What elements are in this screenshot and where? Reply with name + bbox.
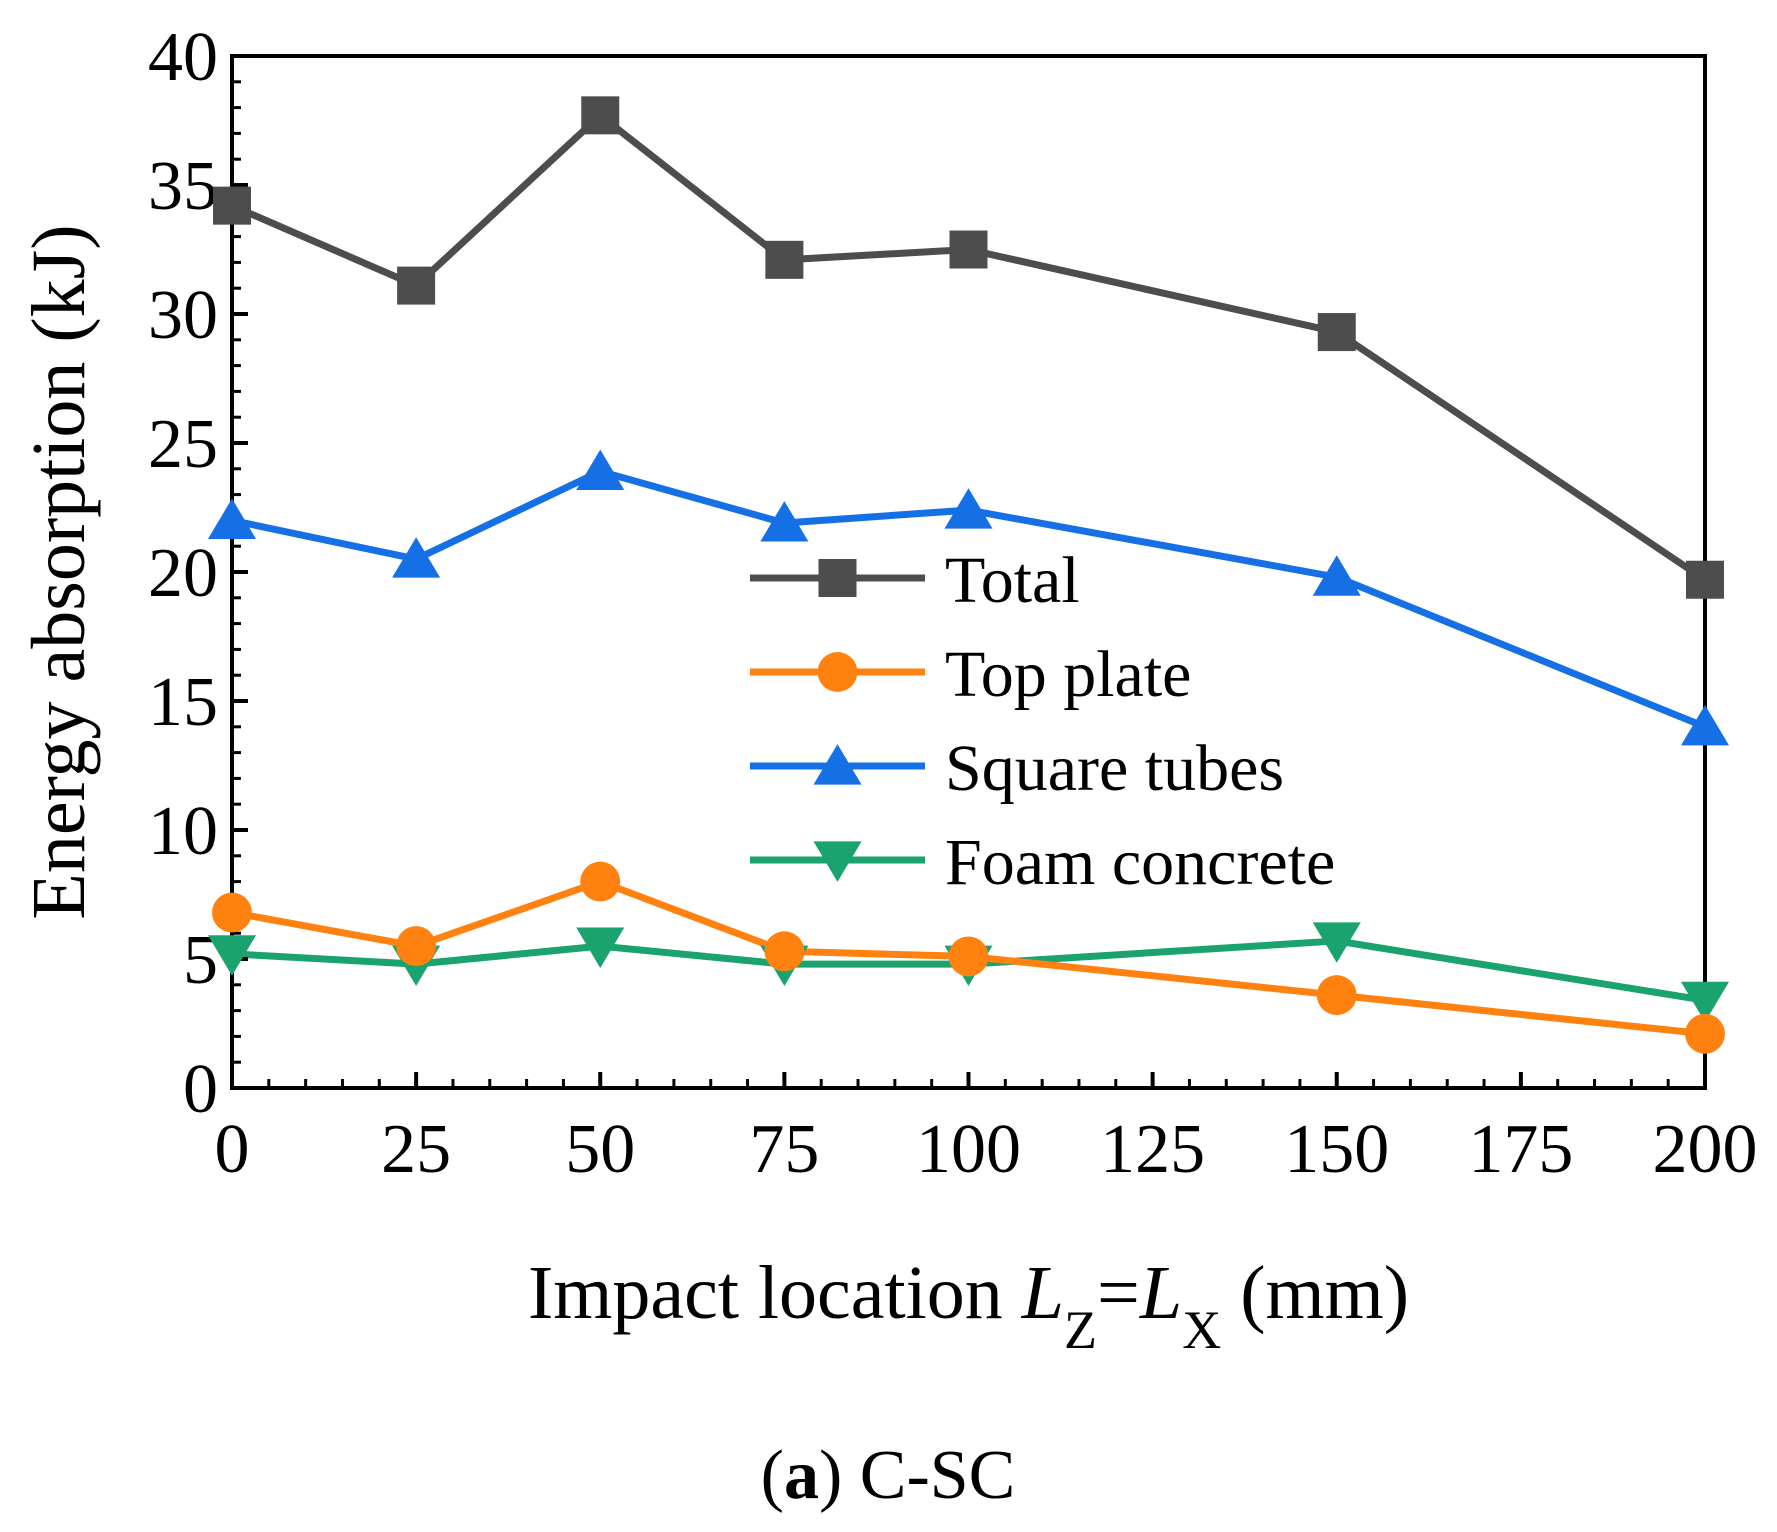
data-point-square-tubes <box>760 501 809 542</box>
legend-label-square-tubes: Square tubes <box>945 732 1284 805</box>
y-tick-label: 30 <box>148 277 218 354</box>
y-tick-label: 10 <box>148 793 218 870</box>
x-tick-label: 125 <box>1100 1111 1205 1188</box>
legend-marker-square-tubes <box>813 744 862 785</box>
x-tick-label: 100 <box>916 1111 1021 1188</box>
x-tick-label: 175 <box>1468 1111 1573 1188</box>
caption-close-paren: ) <box>819 1437 842 1514</box>
data-point-total <box>1317 313 1356 352</box>
data-point-top-plate <box>580 861 621 902</box>
data-point-square-tubes <box>1312 555 1361 596</box>
data-point-foam-concrete <box>1312 922 1361 963</box>
y-tick-label: 25 <box>148 406 218 483</box>
x-axis-title-prefix: Impact location <box>528 1251 1022 1335</box>
data-point-foam-concrete <box>207 935 257 976</box>
data-point-total <box>765 240 804 279</box>
x-axis-title-var2: L <box>1139 1251 1182 1335</box>
legend-label-total: Total <box>945 544 1080 617</box>
x-axis-title-suffix: (mm) <box>1221 1251 1409 1335</box>
x-tick-label: 200 <box>1653 1111 1758 1188</box>
data-point-top-plate <box>1316 975 1357 1016</box>
data-point-square-tubes <box>1680 704 1730 746</box>
data-point-total <box>1686 560 1724 599</box>
legend-label-foam-concrete: Foam concrete <box>945 826 1335 899</box>
data-point-top-plate <box>1685 1013 1725 1054</box>
data-point-total <box>581 96 620 135</box>
data-point-top-plate <box>212 892 252 933</box>
data-point-foam-concrete <box>1680 981 1730 1023</box>
legend: Total Top plate Square tubes Foam concrete <box>750 544 1335 899</box>
data-point-top-plate <box>764 931 805 972</box>
data-point-foam-concrete <box>576 927 625 968</box>
figure-caption: (a) C-SC <box>761 1437 1016 1514</box>
data-point-square-tubes <box>576 449 625 490</box>
x-tick-label: 150 <box>1284 1111 1389 1188</box>
data-point-square-tubes <box>944 488 993 529</box>
x-tick-label: 75 <box>749 1111 819 1188</box>
caption-text: C-SC <box>842 1437 1015 1514</box>
y-axis-title: Energy absorption (kJ) <box>17 224 101 919</box>
caption-letter: a <box>784 1437 819 1514</box>
x-axis-title-var1: L <box>1021 1251 1064 1335</box>
data-point-total <box>213 186 251 225</box>
x-tick-label: 50 <box>565 1111 635 1188</box>
x-axis-title-equals: = <box>1097 1251 1140 1335</box>
data-point-total <box>949 230 988 269</box>
legend-label-top-plate: Top plate <box>945 638 1191 711</box>
x-axis-title: Impact location LZ=LX (mm) <box>528 1251 1409 1360</box>
data-point-top-plate <box>396 926 437 967</box>
data-point-square-tubes <box>207 498 257 539</box>
y-tick-label: 0 <box>183 1051 218 1128</box>
y-tick-label: 5 <box>183 922 218 999</box>
legend-marker-top-plate <box>817 652 858 692</box>
x-tick-label: 25 <box>381 1111 451 1188</box>
legend-marker-foam-concrete <box>813 841 862 882</box>
y-tick-label: 15 <box>148 664 218 741</box>
x-axis-title-sub2: X <box>1182 1300 1221 1360</box>
axis-ticks: 0 5 10 15 20 25 30 35 40 0 25 50 75 100 125 150 175 200 <box>148 19 1758 1188</box>
data-point-square-tubes <box>392 537 441 578</box>
y-tick-label: 40 <box>148 19 218 96</box>
y-tick-label: 35 <box>148 148 218 225</box>
x-axis-title-sub1: Z <box>1064 1300 1097 1360</box>
caption-open-paren: ( <box>761 1437 784 1514</box>
data-points <box>207 96 1730 1054</box>
data-point-total <box>397 266 436 305</box>
data-point-top-plate <box>948 936 989 977</box>
y-tick-label: 20 <box>148 535 218 612</box>
legend-marker-total <box>818 559 857 597</box>
x-tick-label: 0 <box>215 1111 250 1188</box>
